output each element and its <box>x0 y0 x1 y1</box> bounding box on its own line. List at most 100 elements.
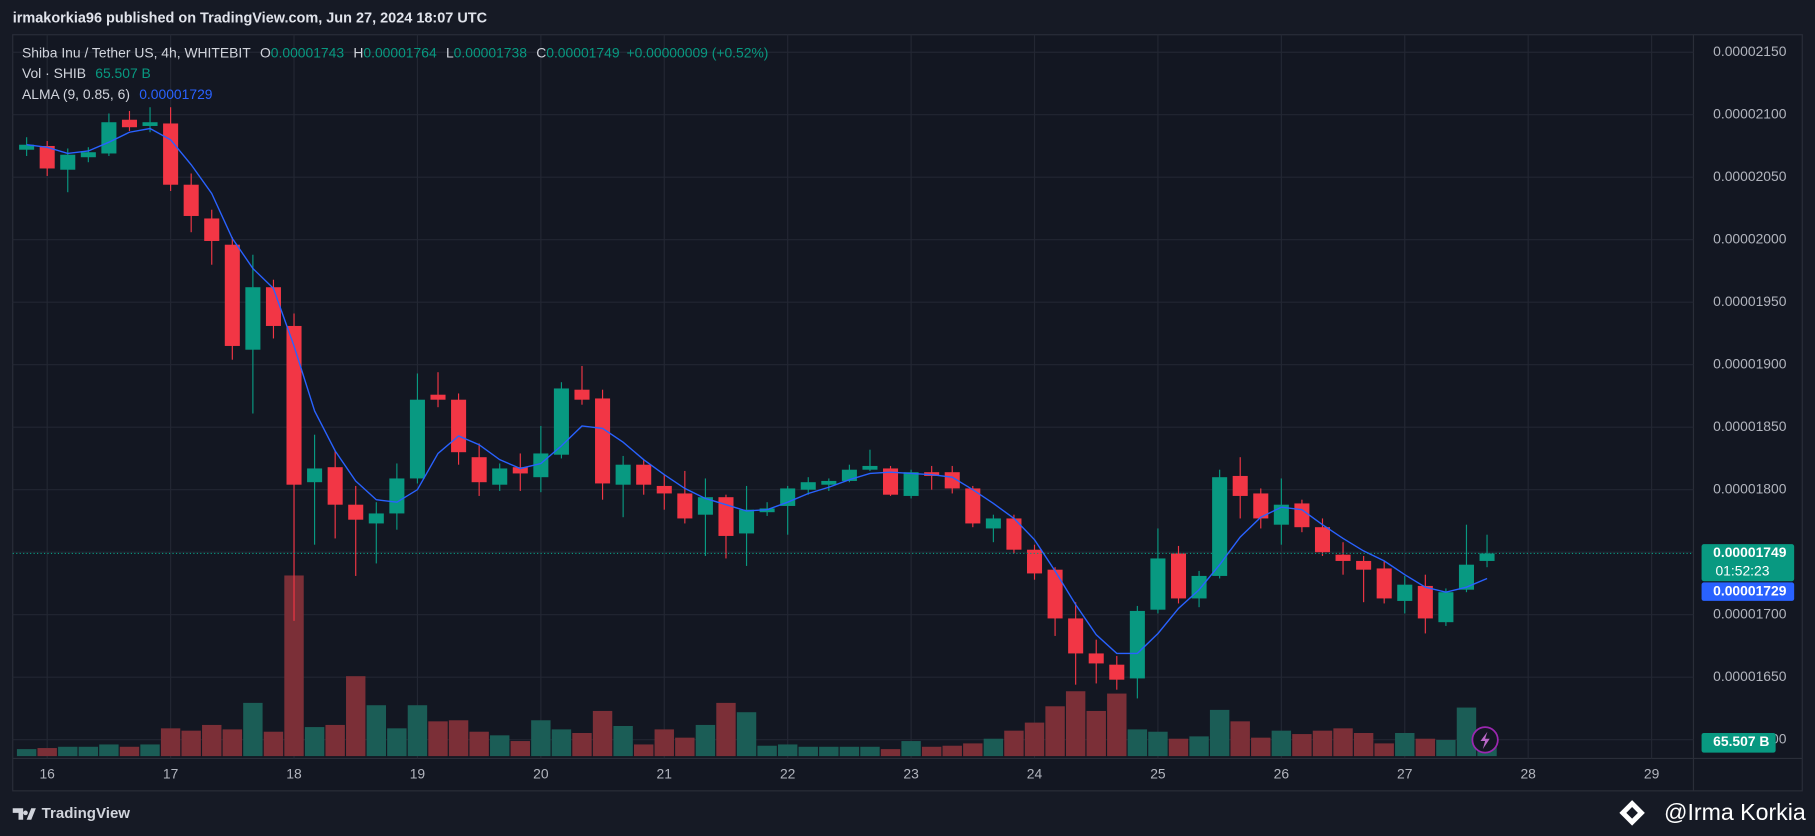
open-value: 0.00001743 <box>271 44 345 60</box>
tv-logo-mark <box>12 808 36 820</box>
symbol-title: Shiba Inu / Tether US, 4h, WHITEBIT <box>22 44 251 60</box>
volume-bar <box>613 726 633 757</box>
candle-body <box>656 485 672 494</box>
volume-bar <box>1189 736 1209 757</box>
x-tick-label: 27 <box>1397 765 1413 781</box>
alma-box <box>1701 582 1795 601</box>
volume-bar <box>1148 731 1168 757</box>
volume-bar <box>757 745 777 757</box>
candle-body <box>1047 569 1063 619</box>
volume-bar <box>1045 706 1065 757</box>
y-tick-label: 0.00001800 <box>1713 480 1787 496</box>
x-tick-label: 20 <box>533 765 549 781</box>
candle-body <box>286 325 302 485</box>
low-value: 0.00001738 <box>454 44 528 60</box>
candle-body <box>1026 549 1043 574</box>
candle-body <box>121 119 137 128</box>
watermark-icon <box>1619 800 1645 826</box>
candle-body <box>204 218 220 241</box>
candle-body <box>1376 568 1392 599</box>
volume-bar <box>1415 738 1436 757</box>
candle-body <box>348 504 364 520</box>
candle-body <box>553 388 569 455</box>
volume-bar <box>1127 729 1148 757</box>
volume-bar <box>37 748 57 757</box>
x-tick-label: 21 <box>657 765 673 781</box>
ohlc-letter: C <box>536 44 546 60</box>
watermark: @Irma Korkia <box>1664 799 1806 825</box>
x-tick-label: 29 <box>1644 765 1660 781</box>
candle-body <box>615 464 631 485</box>
x-tick-label: 19 <box>410 765 426 781</box>
candle-body <box>697 497 713 515</box>
x-tick-label: 22 <box>780 765 796 781</box>
candle-body <box>821 480 837 485</box>
volume-bar <box>510 741 530 757</box>
candle-body <box>780 488 796 506</box>
alert-icon-bolt <box>1480 731 1490 750</box>
volume-bar <box>592 710 613 757</box>
volume-bar <box>243 702 263 757</box>
candle-body <box>739 509 755 534</box>
candle-body <box>1356 560 1372 570</box>
x-tick-label: 26 <box>1274 765 1290 781</box>
candle-body <box>636 464 652 485</box>
volume-bar <box>304 727 325 757</box>
volume-bar <box>695 724 716 757</box>
candle-body <box>1458 564 1474 590</box>
candle-body <box>101 122 117 154</box>
volume-bar <box>1353 732 1374 757</box>
x-tick-label: 16 <box>39 765 55 781</box>
volume-box <box>1701 732 1776 753</box>
candle-body <box>883 468 899 495</box>
volume-bar <box>119 746 140 757</box>
y-tick-label: 0.00001950 <box>1713 293 1787 309</box>
close-value: 0.00001749 <box>546 44 620 60</box>
y-tick-label: 0.00002000 <box>1713 230 1787 246</box>
x-tick-label: 24 <box>1027 765 1043 781</box>
candle-body <box>595 398 611 484</box>
chart-pane <box>12 34 1803 792</box>
candle-body <box>1417 585 1433 619</box>
overlay-layer <box>12 127 1694 655</box>
volume-bar <box>160 728 181 757</box>
candle-body <box>1006 518 1022 550</box>
volume-label: 65.507 B <box>1713 733 1769 749</box>
volume-bar <box>819 746 839 757</box>
candle-body <box>163 123 179 185</box>
candle-body <box>39 145 55 169</box>
candle-body <box>718 497 734 536</box>
volume-value: 65.507 B <box>95 65 151 81</box>
candle-body <box>1129 610 1145 679</box>
alma-label: 0.00001729 <box>1713 582 1787 598</box>
volume-bar <box>222 729 243 757</box>
candle-body <box>1438 592 1454 623</box>
volume-bar <box>346 676 366 757</box>
candle-body <box>19 144 35 150</box>
volume-bar <box>1024 722 1045 757</box>
candle-body <box>1253 493 1269 519</box>
volume-bar <box>777 744 798 757</box>
ohlc-letter: O <box>260 44 271 60</box>
candle-body <box>451 399 467 453</box>
volume-bar <box>325 724 345 757</box>
legend-volume: Vol · SHIB 65.507 B <box>22 65 151 81</box>
alma-name: ALMA (9, 0.85, 6) <box>22 86 130 102</box>
x-tick-label: 23 <box>903 765 919 781</box>
candle-body <box>430 394 446 400</box>
candle-body <box>368 513 384 524</box>
volume-bar <box>983 738 1004 757</box>
volume-bar <box>942 745 962 757</box>
volume-bar <box>736 712 757 757</box>
candle-body <box>965 488 981 524</box>
volume-bar <box>99 744 119 757</box>
volume-bar <box>633 744 654 757</box>
volume-bar <box>798 746 818 757</box>
y-tick-label: 0.00001700 <box>1713 605 1787 621</box>
volume-bar <box>880 749 901 757</box>
candle-body <box>1314 527 1331 553</box>
candle-body <box>409 399 425 479</box>
volume-bar <box>140 744 160 757</box>
volume-bar <box>428 721 448 757</box>
volume-bar <box>572 732 592 757</box>
